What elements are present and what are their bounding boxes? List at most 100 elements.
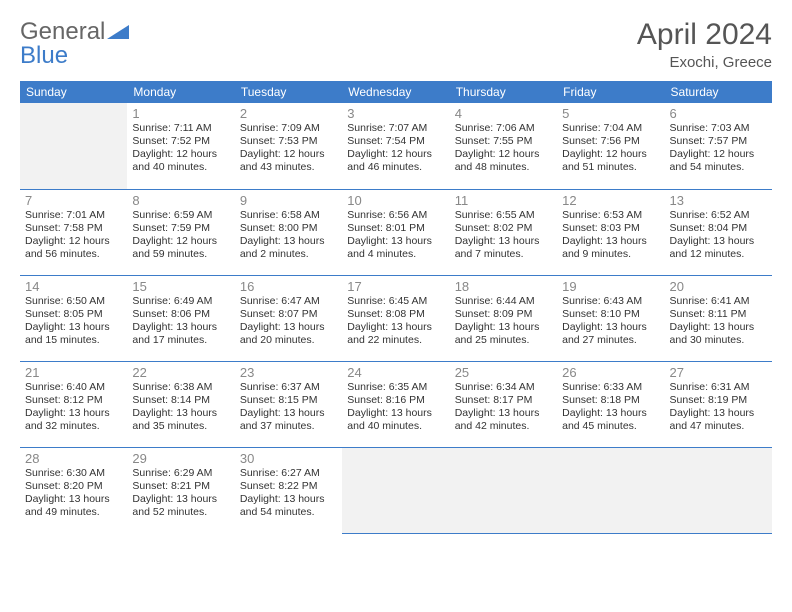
day-line: Sunset: 8:06 PM: [132, 308, 229, 321]
calendar-row: 28Sunrise: 6:30 AMSunset: 8:20 PMDayligh…: [20, 447, 772, 533]
day-number: 6: [670, 106, 767, 121]
calendar-table: Sunday Monday Tuesday Wednesday Thursday…: [20, 81, 772, 534]
day-number: 23: [240, 365, 337, 380]
day-header: Tuesday: [235, 81, 342, 103]
day-line: Sunset: 8:21 PM: [132, 480, 229, 493]
day-line: Sunset: 8:12 PM: [25, 394, 122, 407]
day-line: Sunset: 8:20 PM: [25, 480, 122, 493]
day-line: Daylight: 13 hours: [132, 407, 229, 420]
day-line: Sunset: 8:19 PM: [670, 394, 767, 407]
calendar-cell: 1Sunrise: 7:11 AMSunset: 7:52 PMDaylight…: [127, 103, 234, 189]
day-line: Daylight: 13 hours: [562, 407, 659, 420]
day-line: and 51 minutes.: [562, 161, 659, 174]
day-line: Sunrise: 7:04 AM: [562, 122, 659, 135]
day-line: Sunrise: 6:50 AM: [25, 295, 122, 308]
day-line: Daylight: 13 hours: [240, 235, 337, 248]
day-line: Daylight: 13 hours: [240, 321, 337, 334]
calendar-cell: 12Sunrise: 6:53 AMSunset: 8:03 PMDayligh…: [557, 189, 664, 275]
day-line: Sunrise: 6:52 AM: [670, 209, 767, 222]
calendar-cell: 16Sunrise: 6:47 AMSunset: 8:07 PMDayligh…: [235, 275, 342, 361]
day-line: Sunrise: 6:37 AM: [240, 381, 337, 394]
day-line: Sunset: 8:17 PM: [455, 394, 552, 407]
day-line: Daylight: 12 hours: [347, 148, 444, 161]
day-number: 29: [132, 451, 229, 466]
day-line: and 47 minutes.: [670, 420, 767, 433]
calendar-cell: 27Sunrise: 6:31 AMSunset: 8:19 PMDayligh…: [665, 361, 772, 447]
day-line: Sunset: 8:02 PM: [455, 222, 552, 235]
day-line: and 42 minutes.: [455, 420, 552, 433]
calendar-cell: [342, 447, 449, 533]
day-line: Sunset: 7:53 PM: [240, 135, 337, 148]
day-line: and 32 minutes.: [25, 420, 122, 433]
day-line: and 2 minutes.: [240, 248, 337, 261]
day-line: Sunrise: 6:27 AM: [240, 467, 337, 480]
day-line: Sunrise: 6:56 AM: [347, 209, 444, 222]
day-line: Sunrise: 6:38 AM: [132, 381, 229, 394]
day-line: and 37 minutes.: [240, 420, 337, 433]
day-line: Daylight: 13 hours: [240, 407, 337, 420]
day-number: 25: [455, 365, 552, 380]
day-line: Daylight: 12 hours: [132, 235, 229, 248]
day-line: and 46 minutes.: [347, 161, 444, 174]
day-line: Daylight: 13 hours: [132, 493, 229, 506]
day-line: Sunrise: 6:55 AM: [455, 209, 552, 222]
day-line: Sunrise: 6:30 AM: [25, 467, 122, 480]
day-line: and 30 minutes.: [670, 334, 767, 347]
day-line: Sunrise: 7:06 AM: [455, 122, 552, 135]
day-number: 4: [455, 106, 552, 121]
day-number: 9: [240, 193, 337, 208]
day-header: Saturday: [665, 81, 772, 103]
day-line: Sunset: 7:56 PM: [562, 135, 659, 148]
day-number: 20: [670, 279, 767, 294]
day-line: Sunset: 8:16 PM: [347, 394, 444, 407]
day-line: Sunset: 7:52 PM: [132, 135, 229, 148]
day-line: Sunrise: 6:40 AM: [25, 381, 122, 394]
day-line: Sunrise: 6:49 AM: [132, 295, 229, 308]
calendar-cell: 13Sunrise: 6:52 AMSunset: 8:04 PMDayligh…: [665, 189, 772, 275]
calendar-cell: 14Sunrise: 6:50 AMSunset: 8:05 PMDayligh…: [20, 275, 127, 361]
day-line: and 54 minutes.: [240, 506, 337, 519]
logo-text-blue: Blue: [20, 42, 68, 70]
calendar-cell: 4Sunrise: 7:06 AMSunset: 7:55 PMDaylight…: [450, 103, 557, 189]
day-line: and 56 minutes.: [25, 248, 122, 261]
calendar-cell: 2Sunrise: 7:09 AMSunset: 7:53 PMDaylight…: [235, 103, 342, 189]
calendar-cell: [20, 103, 127, 189]
day-line: and 49 minutes.: [25, 506, 122, 519]
calendar-cell: 30Sunrise: 6:27 AMSunset: 8:22 PMDayligh…: [235, 447, 342, 533]
day-line: and 4 minutes.: [347, 248, 444, 261]
day-line: Sunrise: 6:59 AM: [132, 209, 229, 222]
day-line: Sunset: 8:09 PM: [455, 308, 552, 321]
day-line: Sunset: 8:03 PM: [562, 222, 659, 235]
day-number: 5: [562, 106, 659, 121]
day-line: Daylight: 13 hours: [25, 321, 122, 334]
month-title: April 2024: [637, 18, 772, 52]
header: General April 2024 Exochi, Greece: [20, 18, 772, 71]
day-line: Daylight: 13 hours: [562, 235, 659, 248]
calendar-cell: 7Sunrise: 7:01 AMSunset: 7:58 PMDaylight…: [20, 189, 127, 275]
calendar-cell: 3Sunrise: 7:07 AMSunset: 7:54 PMDaylight…: [342, 103, 449, 189]
calendar-cell: 11Sunrise: 6:55 AMSunset: 8:02 PMDayligh…: [450, 189, 557, 275]
title-block: April 2024 Exochi, Greece: [637, 18, 772, 71]
day-number: 1: [132, 106, 229, 121]
day-line: and 43 minutes.: [240, 161, 337, 174]
calendar-cell: 9Sunrise: 6:58 AMSunset: 8:00 PMDaylight…: [235, 189, 342, 275]
day-number: 11: [455, 193, 552, 208]
day-line: Sunset: 8:14 PM: [132, 394, 229, 407]
day-number: 22: [132, 365, 229, 380]
day-line: and 12 minutes.: [670, 248, 767, 261]
calendar-cell: 24Sunrise: 6:35 AMSunset: 8:16 PMDayligh…: [342, 361, 449, 447]
calendar-cell: 19Sunrise: 6:43 AMSunset: 8:10 PMDayligh…: [557, 275, 664, 361]
calendar-cell: 21Sunrise: 6:40 AMSunset: 8:12 PMDayligh…: [20, 361, 127, 447]
day-line: Daylight: 12 hours: [670, 148, 767, 161]
calendar-cell: 25Sunrise: 6:34 AMSunset: 8:17 PMDayligh…: [450, 361, 557, 447]
day-number: 15: [132, 279, 229, 294]
day-number: 27: [670, 365, 767, 380]
day-number: 7: [25, 193, 122, 208]
day-number: 30: [240, 451, 337, 466]
day-line: Sunset: 8:01 PM: [347, 222, 444, 235]
day-line: and 17 minutes.: [132, 334, 229, 347]
day-line: Daylight: 12 hours: [25, 235, 122, 248]
calendar-cell: 5Sunrise: 7:04 AMSunset: 7:56 PMDaylight…: [557, 103, 664, 189]
day-number: 21: [25, 365, 122, 380]
day-line: and 45 minutes.: [562, 420, 659, 433]
